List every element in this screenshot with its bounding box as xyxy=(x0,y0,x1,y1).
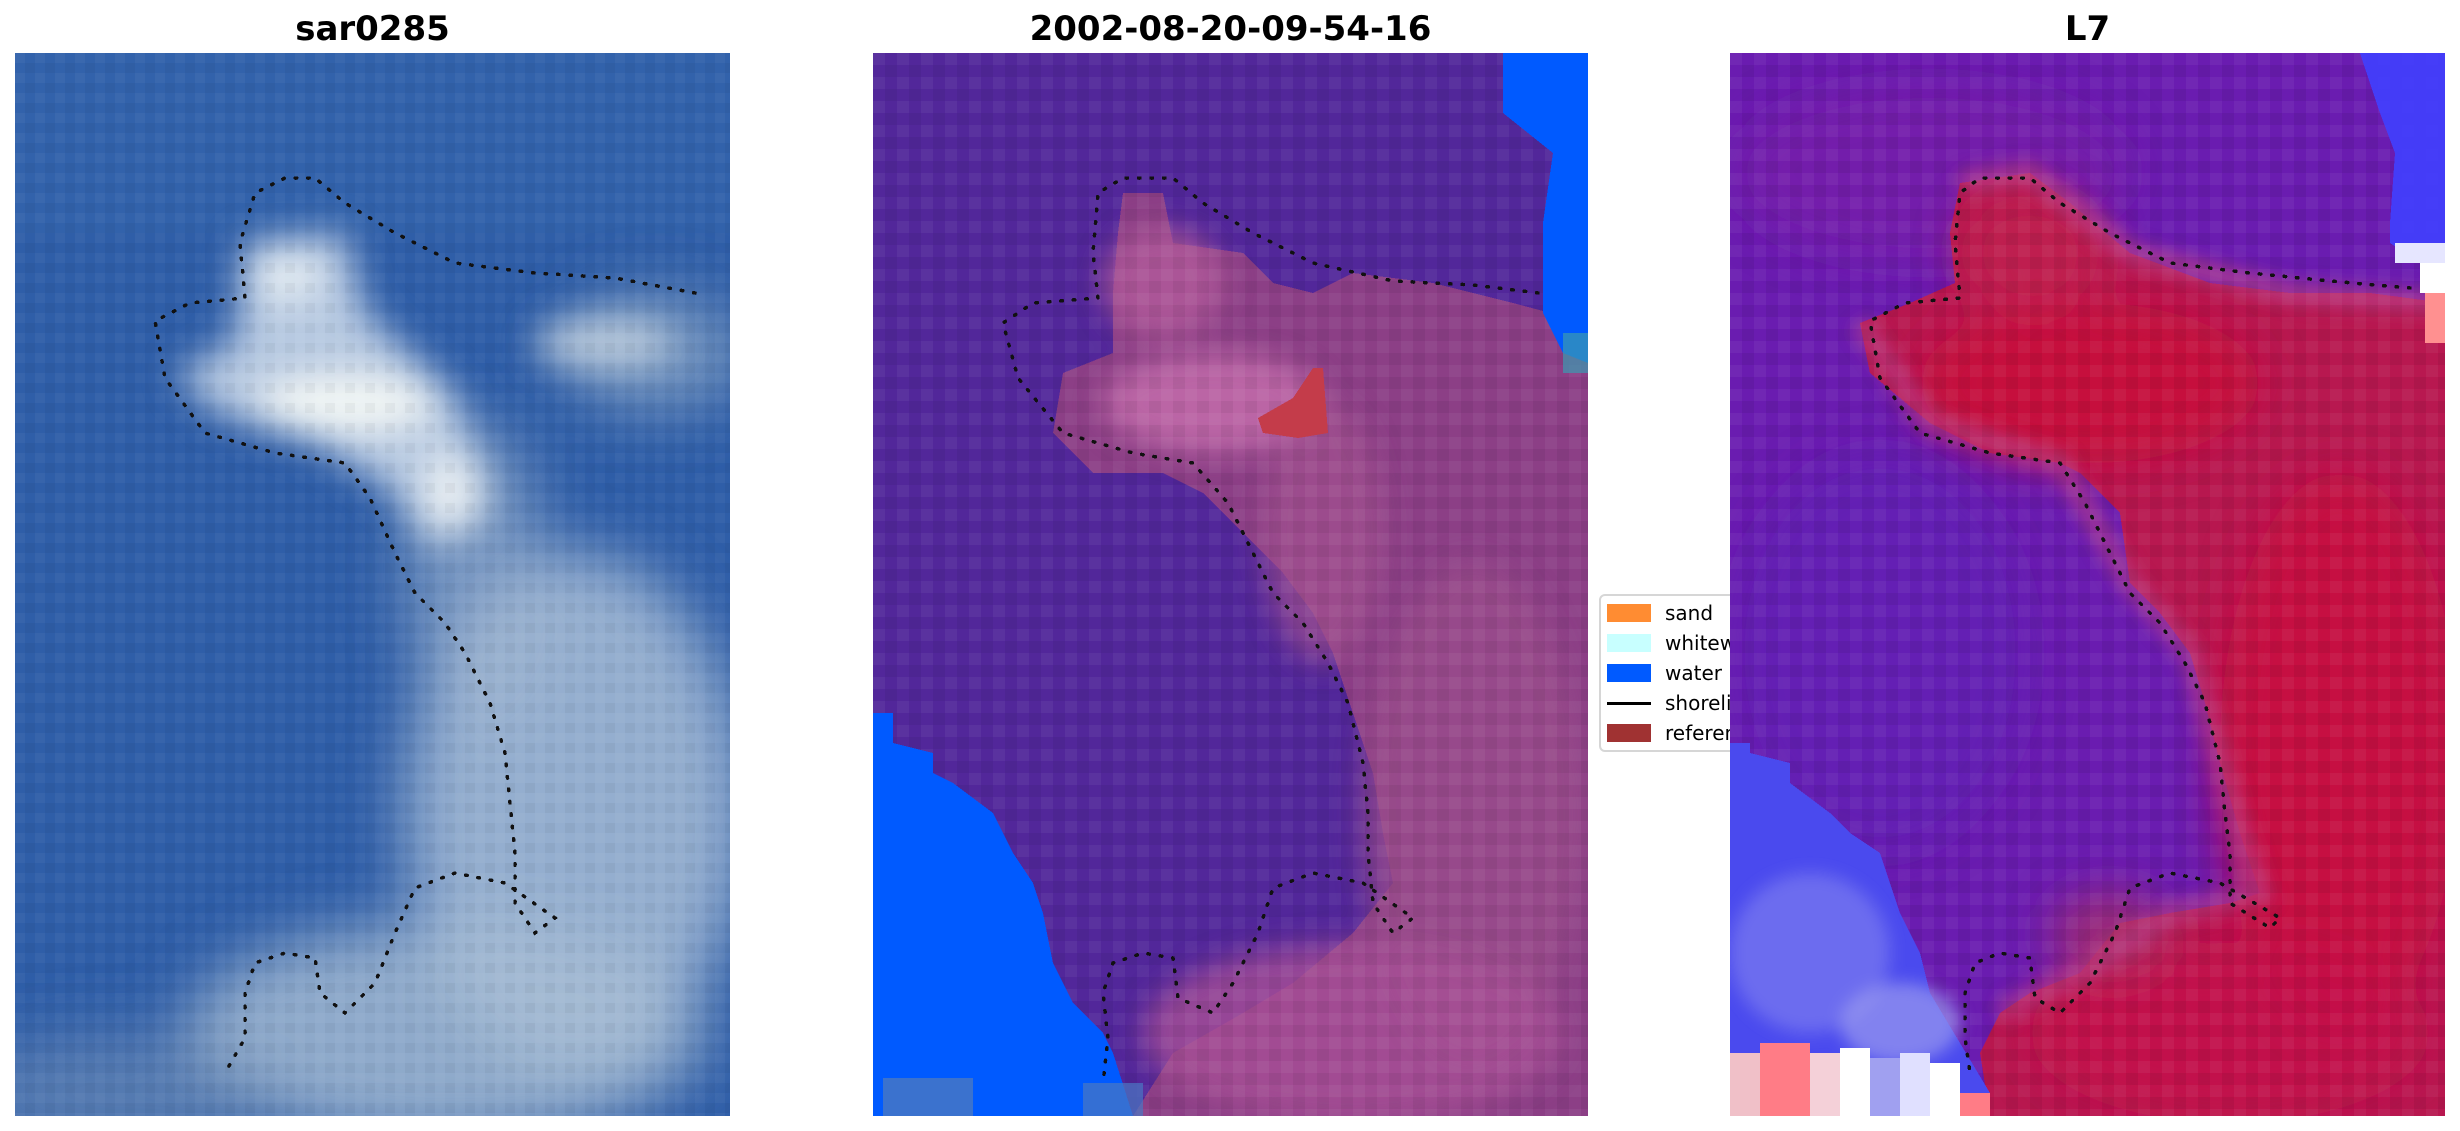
classification-panel xyxy=(873,53,1588,1116)
water-class-top-right xyxy=(1503,53,1588,363)
rgb-image-panel xyxy=(15,53,730,1116)
legend-item-water: water xyxy=(1607,659,1722,687)
legend-swatch-reference xyxy=(1607,724,1651,742)
legend-label-sand: sand xyxy=(1665,601,1714,625)
legend-swatch-whitewater xyxy=(1607,634,1651,652)
legend-item-sand: sand xyxy=(1607,599,1713,627)
legend-item-whitewater: whitewater xyxy=(1607,629,1747,657)
legend-label-water: water xyxy=(1665,661,1722,685)
index-panel xyxy=(1730,53,2445,1116)
legend-line-shoreline xyxy=(1607,701,1651,705)
panel-title-classification: 2002-08-20-09-54-16 xyxy=(1029,9,1432,49)
bright-pixels-bottom xyxy=(1730,1043,1990,1116)
legend-item-shoreline: shoreline xyxy=(1607,689,1747,717)
land-class-region xyxy=(873,53,1588,1116)
legend: sand whitewater water shoreline referenc… xyxy=(1599,594,1749,752)
legend-swatch-sand xyxy=(1607,604,1651,622)
shoreline-dotted xyxy=(153,176,697,1075)
water-class-bottom-left xyxy=(873,713,1133,1116)
panel-title-index: L7 xyxy=(2064,9,2111,49)
reference-patch xyxy=(1258,368,1328,438)
legend-swatch-water xyxy=(1607,664,1651,682)
blue-region-top-right xyxy=(2360,53,2445,253)
legend-item-reference: reference xyxy=(1607,719,1747,747)
panel-title-rgb: sar0285 xyxy=(295,9,450,49)
